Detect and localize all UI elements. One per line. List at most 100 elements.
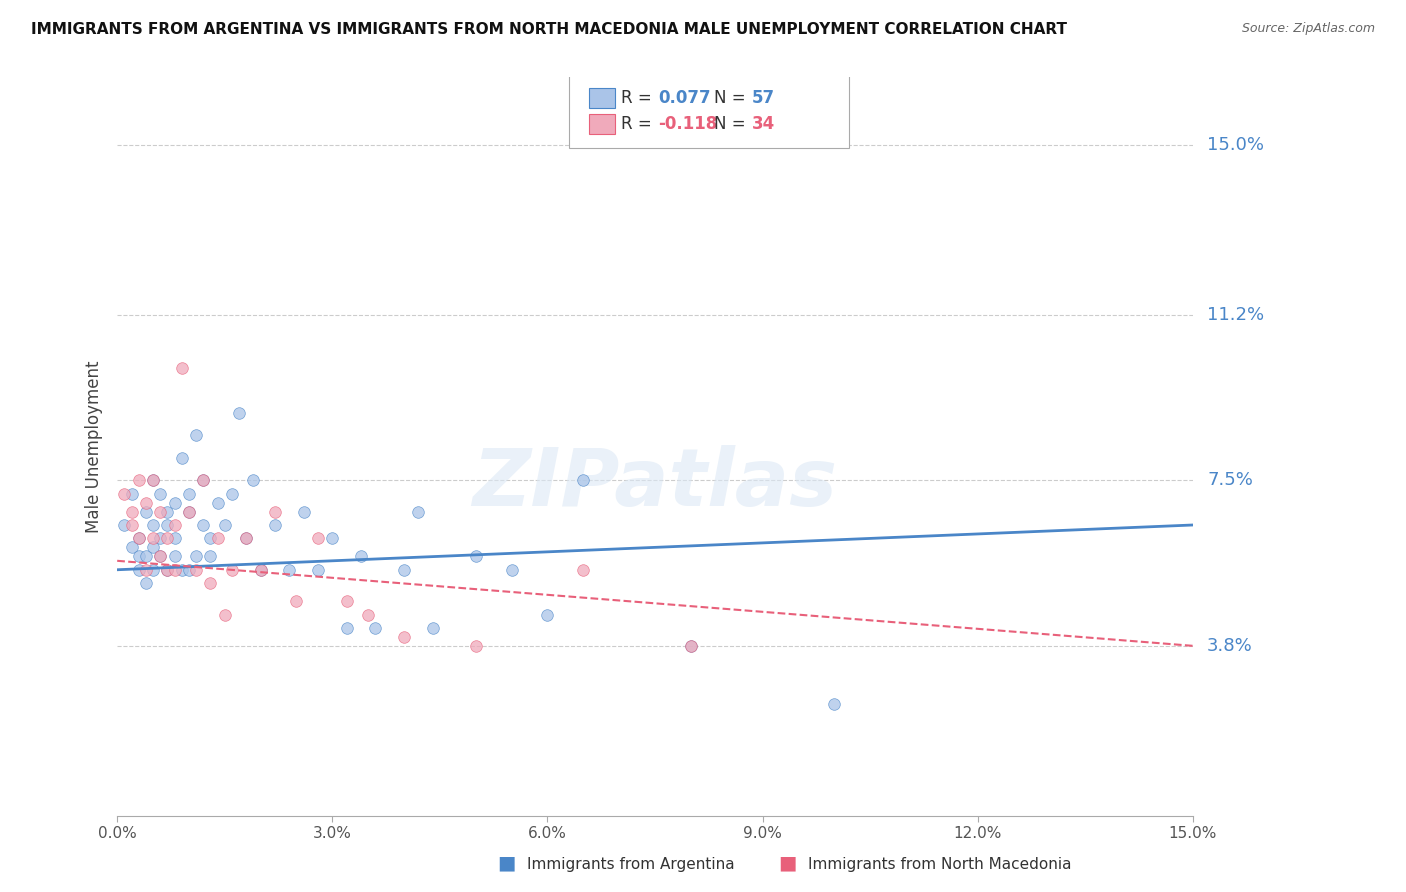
Point [135, 495, 157, 509]
Text: 11.2%: 11.2% [1208, 306, 1264, 324]
Point [135, 549, 157, 564]
Point [464, 549, 486, 564]
Text: Immigrants from Argentina: Immigrants from Argentina [527, 857, 735, 872]
Point [170, 361, 193, 376]
Point [392, 630, 415, 644]
Text: N =: N = [714, 115, 745, 133]
Point [156, 563, 179, 577]
Point [422, 621, 444, 635]
Text: 0.077: 0.077 [658, 89, 711, 107]
Point [193, 473, 215, 487]
Point [214, 607, 236, 622]
Point [207, 532, 229, 546]
Point [177, 563, 200, 577]
Point [235, 532, 257, 546]
Point [321, 532, 343, 546]
Point [177, 486, 200, 500]
Point [572, 473, 595, 487]
Text: N =: N = [714, 89, 745, 107]
Point [679, 639, 702, 653]
Point [200, 549, 222, 564]
Point [572, 563, 595, 577]
Point [156, 532, 179, 546]
FancyBboxPatch shape [569, 72, 849, 147]
Point [128, 563, 150, 577]
Point [207, 495, 229, 509]
Point [121, 518, 143, 533]
Point [142, 473, 165, 487]
Point [156, 518, 179, 533]
Point [679, 639, 702, 653]
Point [163, 563, 186, 577]
Y-axis label: Male Unemployment: Male Unemployment [86, 360, 103, 533]
Point [170, 563, 193, 577]
Point [156, 563, 179, 577]
Point [364, 621, 387, 635]
Point [249, 563, 271, 577]
Point [536, 607, 558, 622]
Point [285, 594, 308, 608]
Text: 3.8%: 3.8% [1208, 637, 1253, 655]
Text: ■: ■ [778, 854, 797, 872]
Point [336, 621, 359, 635]
Point [200, 576, 222, 591]
Point [121, 505, 143, 519]
Text: 7.5%: 7.5% [1208, 471, 1253, 489]
Point [135, 563, 157, 577]
Point [149, 549, 172, 564]
Point [184, 428, 207, 442]
Point [184, 563, 207, 577]
Text: R =: R = [620, 115, 651, 133]
Point [156, 505, 179, 519]
Point [242, 473, 264, 487]
Text: Immigrants from North Macedonia: Immigrants from North Macedonia [808, 857, 1071, 872]
Point [135, 505, 157, 519]
Point [170, 450, 193, 465]
Point [292, 505, 315, 519]
Point [221, 563, 243, 577]
Point [163, 518, 186, 533]
Text: R =: R = [620, 89, 651, 107]
Point [193, 518, 215, 533]
Point [221, 486, 243, 500]
Point [142, 473, 165, 487]
Point [464, 639, 486, 653]
Point [163, 532, 186, 546]
Point [264, 518, 287, 533]
Text: -0.118: -0.118 [658, 115, 717, 133]
Point [823, 697, 845, 711]
Point [121, 486, 143, 500]
Point [128, 549, 150, 564]
Point [200, 532, 222, 546]
Point [336, 594, 359, 608]
Text: ■: ■ [496, 854, 516, 872]
Point [228, 406, 250, 420]
Point [121, 541, 143, 555]
Point [128, 532, 150, 546]
Text: 15.0%: 15.0% [1208, 136, 1264, 153]
Point [501, 563, 523, 577]
Point [128, 532, 150, 546]
Point [163, 495, 186, 509]
Point [193, 473, 215, 487]
Point [149, 486, 172, 500]
Point [135, 576, 157, 591]
Text: IMMIGRANTS FROM ARGENTINA VS IMMIGRANTS FROM NORTH MACEDONIA MALE UNEMPLOYMENT C: IMMIGRANTS FROM ARGENTINA VS IMMIGRANTS … [31, 22, 1067, 37]
Point [128, 473, 150, 487]
Point [264, 505, 287, 519]
FancyBboxPatch shape [589, 113, 616, 134]
Point [149, 505, 172, 519]
Point [142, 563, 165, 577]
Point [307, 532, 329, 546]
Point [142, 541, 165, 555]
Point [163, 549, 186, 564]
Point [235, 532, 257, 546]
Point [177, 505, 200, 519]
Text: 57: 57 [752, 89, 775, 107]
Text: 34: 34 [752, 115, 775, 133]
Text: Source: ZipAtlas.com: Source: ZipAtlas.com [1241, 22, 1375, 36]
Point [149, 532, 172, 546]
Point [142, 532, 165, 546]
Point [142, 518, 165, 533]
Point [392, 563, 415, 577]
